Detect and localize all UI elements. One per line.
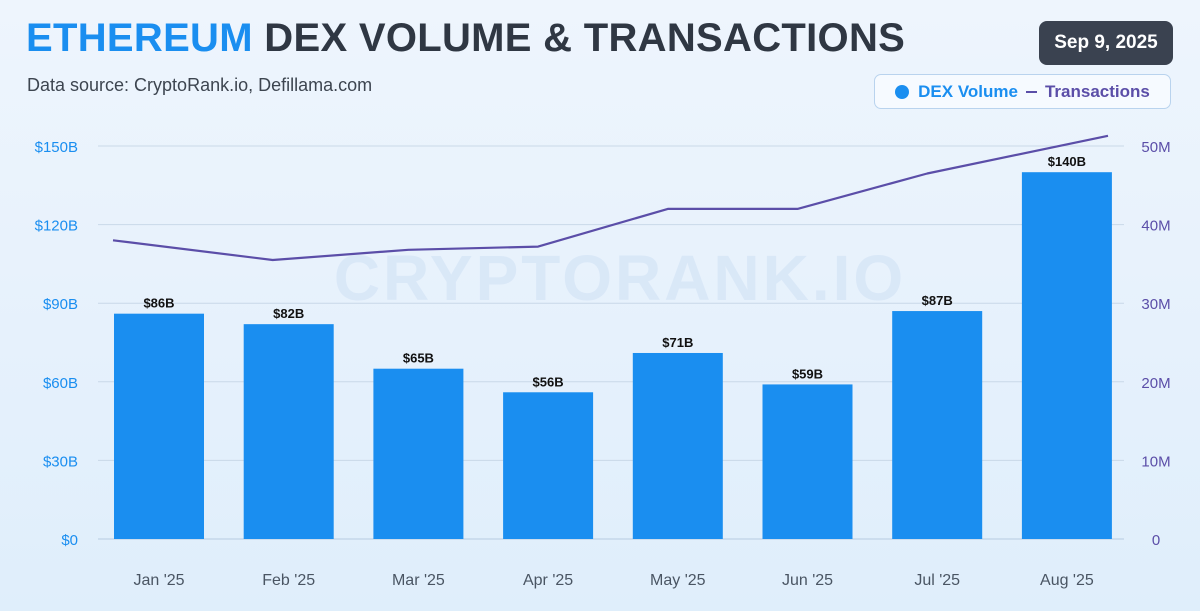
legend-entry-transactions: Transactions <box>1044 81 1150 101</box>
bar <box>114 313 204 539</box>
series-line-transactions <box>112 134 1109 262</box>
title-accent: ETHEREUM <box>26 16 253 60</box>
bar-data-label: $56B <box>533 374 564 389</box>
right-axis-tick-label: 10M <box>1141 453 1170 470</box>
data-source: Data source: CryptoRank.io, Defillama.co… <box>27 75 373 95</box>
bar-data-label: $82B <box>273 306 304 321</box>
legend-line-icon <box>1025 90 1037 93</box>
bar <box>243 324 334 539</box>
bar-data-label: $140B <box>1048 154 1086 169</box>
bar <box>762 384 853 539</box>
left-axis-tick-label: $120B <box>35 218 78 235</box>
legend: DEX Volume Transactions <box>874 74 1171 109</box>
x-axis-tick-label: Feb '25 <box>262 572 315 589</box>
x-axis-tick-label: Mar '25 <box>392 572 445 589</box>
left-axis-tick-label: $60B <box>43 375 78 392</box>
bar <box>373 368 464 539</box>
x-axis-tick-label: Jun '25 <box>782 572 833 589</box>
bar-data-label: $65B <box>403 351 434 366</box>
right-axis-tick-label: 0 <box>1152 532 1160 549</box>
x-axis-tick-label: May '25 <box>650 572 706 589</box>
watermark: CRYPTORANK.IO <box>334 242 906 314</box>
bar <box>632 352 723 539</box>
right-axis-tick-label: 40M <box>1141 218 1170 235</box>
right-axis-tick-label: 50M <box>1141 139 1170 156</box>
left-axis-tick-label: $30B <box>43 453 78 470</box>
chart-title: ETHEREUM DEX VOLUME & TRANSACTIONS <box>26 16 905 61</box>
right-axis-tick-label: 30M <box>1141 296 1170 313</box>
left-axis-tick-label: $0 <box>61 532 78 549</box>
legend-entry-volume: DEX Volume <box>918 81 1018 101</box>
x-axis-tick-label: Apr '25 <box>523 572 573 589</box>
bar <box>892 311 983 539</box>
bar-data-label: $87B <box>922 293 953 308</box>
right-axis-tick-label: 20M <box>1141 375 1170 392</box>
date-badge: Sep 9, 2025 <box>1039 21 1173 65</box>
bar <box>1021 172 1112 539</box>
x-axis-tick-label: Jul '25 <box>914 572 960 589</box>
legend-dot-icon <box>895 84 910 99</box>
left-axis-tick-label: $90B <box>43 296 78 313</box>
bar-data-label: $71B <box>662 335 693 350</box>
title-rest: DEX VOLUME & TRANSACTIONS <box>264 16 906 60</box>
x-axis-tick-label: Jan '25 <box>133 572 184 589</box>
left-axis-tick-label: $150B <box>35 139 78 156</box>
x-axis-tick-label: Aug '25 <box>1040 572 1094 589</box>
bar <box>503 392 594 539</box>
bar-data-label: $59B <box>792 366 823 381</box>
bar-data-label: $86B <box>143 296 174 311</box>
